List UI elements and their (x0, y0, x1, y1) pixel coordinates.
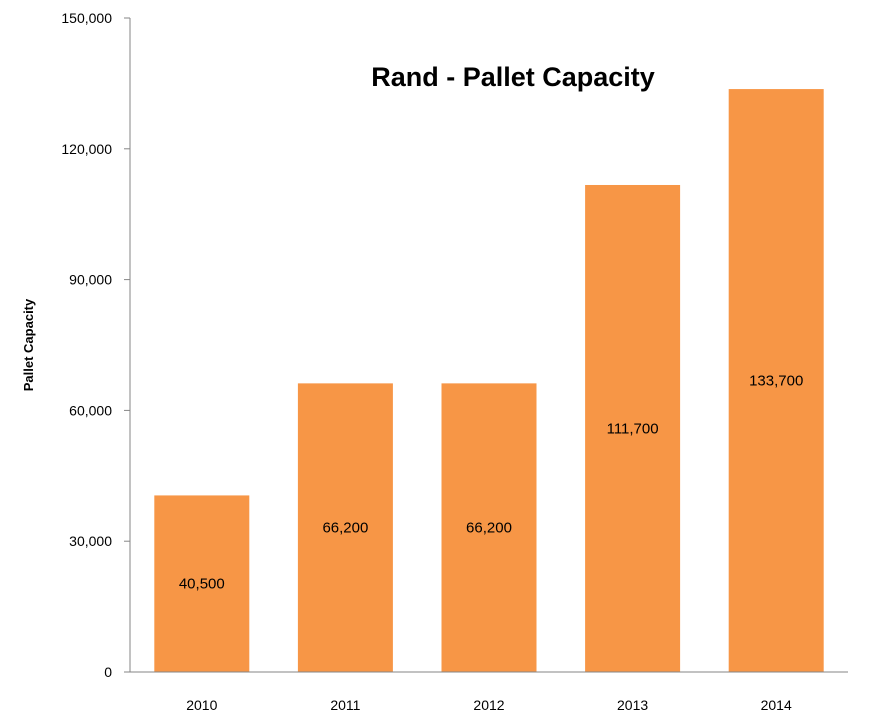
x-tick-label-2014: 2014 (761, 697, 792, 713)
x-tick-label-2011: 2011 (330, 697, 360, 713)
data-labels-group: 40,500 66,200 66,200 111,700 133,700 (179, 373, 803, 593)
bar-2012 (441, 383, 537, 672)
y-tick-label: 150,000 (61, 10, 112, 26)
y-axis-title: Pallet Capacity (21, 298, 36, 391)
y-axis-ticks: 0 30,000 60,000 90,000 120,000 150,000 (61, 10, 130, 680)
x-tick-label-2012: 2012 (473, 697, 504, 713)
data-label-2011: 66,200 (322, 520, 368, 537)
data-label-2013: 111,700 (607, 420, 659, 437)
data-label-2010: 40,500 (179, 576, 225, 593)
data-label-2014: 133,700 (749, 373, 803, 390)
y-tick-label: 30,000 (69, 533, 112, 549)
x-axis-ticks: 2010 2011 2012 2013 2014 (186, 697, 792, 713)
bars-group (154, 89, 824, 673)
bar-2014 (728, 89, 824, 673)
x-tick-label-2013: 2013 (617, 697, 648, 713)
y-tick-label: 90,000 (69, 272, 112, 288)
y-tick-label: 60,000 (69, 402, 112, 418)
bar-2010 (154, 495, 250, 672)
bar-2011 (297, 383, 393, 672)
data-label-2012: 66,200 (466, 520, 512, 537)
y-tick-label: 120,000 (61, 141, 112, 157)
bar-2013 (585, 184, 681, 672)
x-tick-label-2010: 2010 (186, 697, 217, 713)
y-tick-label: 0 (104, 664, 112, 680)
chart-title: Rand - Pallet Capacity (371, 62, 655, 92)
